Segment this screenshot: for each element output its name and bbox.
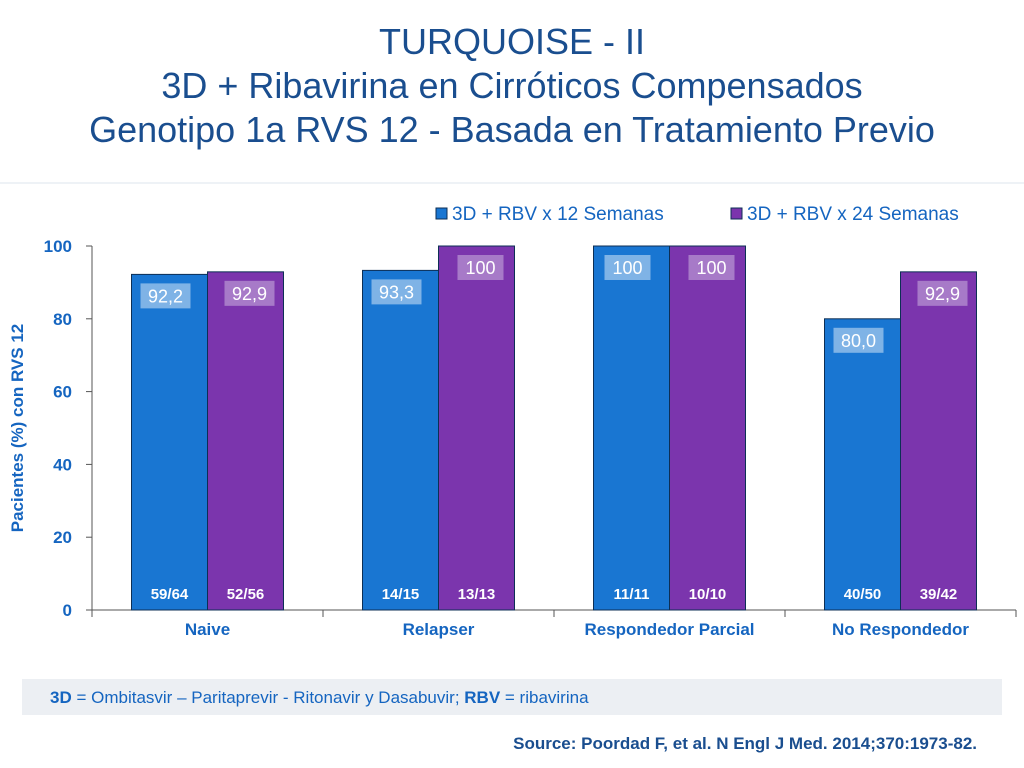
data-label: 92,9 bbox=[925, 284, 960, 304]
count-label: 10/10 bbox=[689, 586, 727, 603]
y-tick-label: 0 bbox=[63, 601, 72, 620]
count-label: 52/56 bbox=[227, 586, 265, 603]
bar-chart: 0 20 40 60 80 100 Pacientes (%) con RVS 12 92,2… bbox=[8, 204, 1017, 639]
y-axis-title: Pacientes (%) con RVS 12 bbox=[8, 324, 27, 533]
bar bbox=[362, 269, 439, 611]
data-label: 93,3 bbox=[379, 282, 414, 302]
bar bbox=[438, 245, 515, 611]
x-category-label: Relapser bbox=[403, 620, 475, 639]
data-label: 100 bbox=[465, 258, 495, 278]
legend-label: 3D + RBV x 12 Semanas bbox=[452, 204, 664, 225]
x-category-label: Respondedor Parcial bbox=[584, 620, 754, 639]
x-category-label: Naive bbox=[185, 620, 230, 639]
data-label-box bbox=[604, 255, 651, 280]
legend-label: 3D + RBV x 24 Semanas bbox=[747, 204, 959, 225]
bar bbox=[669, 245, 746, 611]
slide-title: TURQUOISE - II 3D + Ribavirina en Cirrót… bbox=[0, 20, 1024, 152]
y-tick-label: 40 bbox=[53, 455, 72, 474]
count-label: 13/13 bbox=[458, 586, 496, 603]
legend-swatch bbox=[435, 207, 448, 220]
legend-swatch bbox=[730, 207, 743, 220]
data-label-box bbox=[371, 279, 422, 305]
count-label: 11/11 bbox=[614, 586, 650, 603]
footnote-band bbox=[22, 679, 1002, 715]
footnote: 3D = Ombitasvir – Paritaprevir - Ritonav… bbox=[50, 688, 589, 708]
data-label: 80,0 bbox=[841, 331, 876, 351]
y-tick-label: 80 bbox=[53, 310, 72, 329]
count-label: 59/64 bbox=[151, 586, 189, 603]
data-label-box bbox=[917, 280, 968, 306]
x-category-label: No Respondedor bbox=[832, 620, 969, 639]
footnote-abbr-3d: 3D bbox=[50, 688, 72, 707]
data-label-box bbox=[224, 280, 275, 306]
data-label-box bbox=[688, 255, 735, 280]
y-tick-label: 60 bbox=[53, 383, 72, 402]
data-label-box bbox=[833, 327, 884, 353]
bar bbox=[207, 271, 284, 611]
footnote-def-rbv: = ribavirina bbox=[500, 688, 589, 707]
count-label: 39/42 bbox=[920, 586, 958, 603]
source-citation: Source: Poordad F, et al. N Engl J Med. … bbox=[513, 734, 977, 753]
data-label: 92,9 bbox=[232, 284, 267, 304]
title-divider bbox=[0, 182, 1024, 184]
footnote-abbr-rbv: RBV bbox=[464, 688, 501, 707]
bar bbox=[824, 318, 901, 611]
y-tick-label: 100 bbox=[44, 237, 72, 256]
title-line-2: 3D + Ribavirina en Cirróticos Compensado… bbox=[161, 65, 863, 106]
count-label: 14/15 bbox=[382, 586, 420, 603]
bar bbox=[593, 245, 670, 611]
data-label-box bbox=[457, 255, 504, 280]
data-label: 100 bbox=[612, 258, 642, 278]
data-label: 100 bbox=[696, 258, 726, 278]
data-label: 92,2 bbox=[148, 286, 183, 306]
footnote-def-3d: = Ombitasvir – Paritaprevir - Ritonavir … bbox=[71, 688, 465, 707]
bar bbox=[900, 271, 977, 611]
count-label: 40/50 bbox=[844, 586, 882, 603]
title-line-3: Genotipo 1a RVS 12 - Basada en Tratamien… bbox=[89, 109, 935, 150]
title-line-1: TURQUOISE - II bbox=[378, 21, 645, 62]
bar bbox=[131, 273, 208, 611]
data-label-box bbox=[140, 283, 191, 309]
y-tick-label: 20 bbox=[53, 528, 72, 547]
